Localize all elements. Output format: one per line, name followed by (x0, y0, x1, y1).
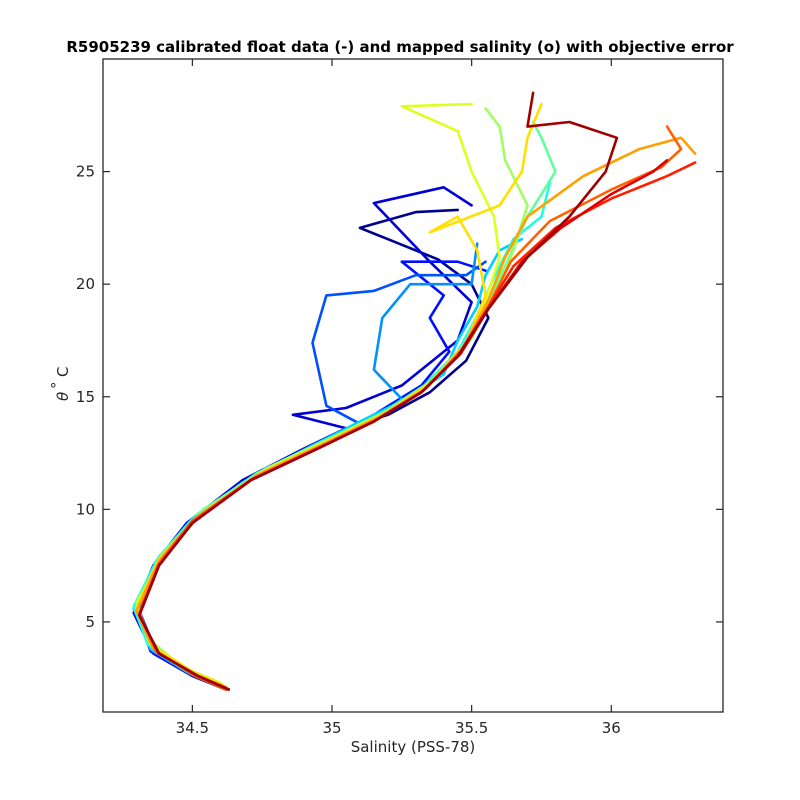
profile-line (135, 242, 479, 689)
x-axis: 34.5 35 35.5 36 (176, 59, 621, 737)
y-axis: 5 10 15 20 25 (76, 163, 723, 631)
x-tick-label: 34.5 (176, 719, 209, 737)
y-axis-label: θ ° C (48, 367, 72, 401)
y-axis-label-unit: C (54, 367, 72, 377)
y-tick-label: 20 (76, 275, 95, 293)
profile-line (135, 120, 557, 682)
profile-line (138, 161, 697, 691)
profile-line (138, 125, 683, 691)
profile-line (135, 107, 529, 682)
y-tick-label: 15 (76, 388, 95, 406)
profile-line (138, 91, 619, 691)
profile-line (138, 159, 669, 691)
y-tick-label: 5 (85, 613, 95, 631)
y-tick-label: 25 (76, 163, 95, 181)
axes-frame (102, 58, 724, 713)
chart-title: R5905239 calibrated float data (-) and m… (66, 38, 734, 56)
x-tick-label: 35 (322, 719, 341, 737)
x-tick-label: 36 (602, 719, 621, 737)
profile-line (135, 102, 501, 685)
x-axis-label: Salinity (PSS-78) (351, 738, 476, 756)
profile-line (132, 237, 524, 687)
x-tick-label: 35.5 (455, 719, 488, 737)
profile-line (135, 136, 697, 689)
y-axis-label-degree: ° (48, 382, 66, 390)
plot-area (132, 91, 697, 691)
y-tick-label: 10 (76, 500, 95, 518)
y-axis-label-symbol: θ (54, 392, 72, 401)
profile-line (135, 260, 487, 689)
